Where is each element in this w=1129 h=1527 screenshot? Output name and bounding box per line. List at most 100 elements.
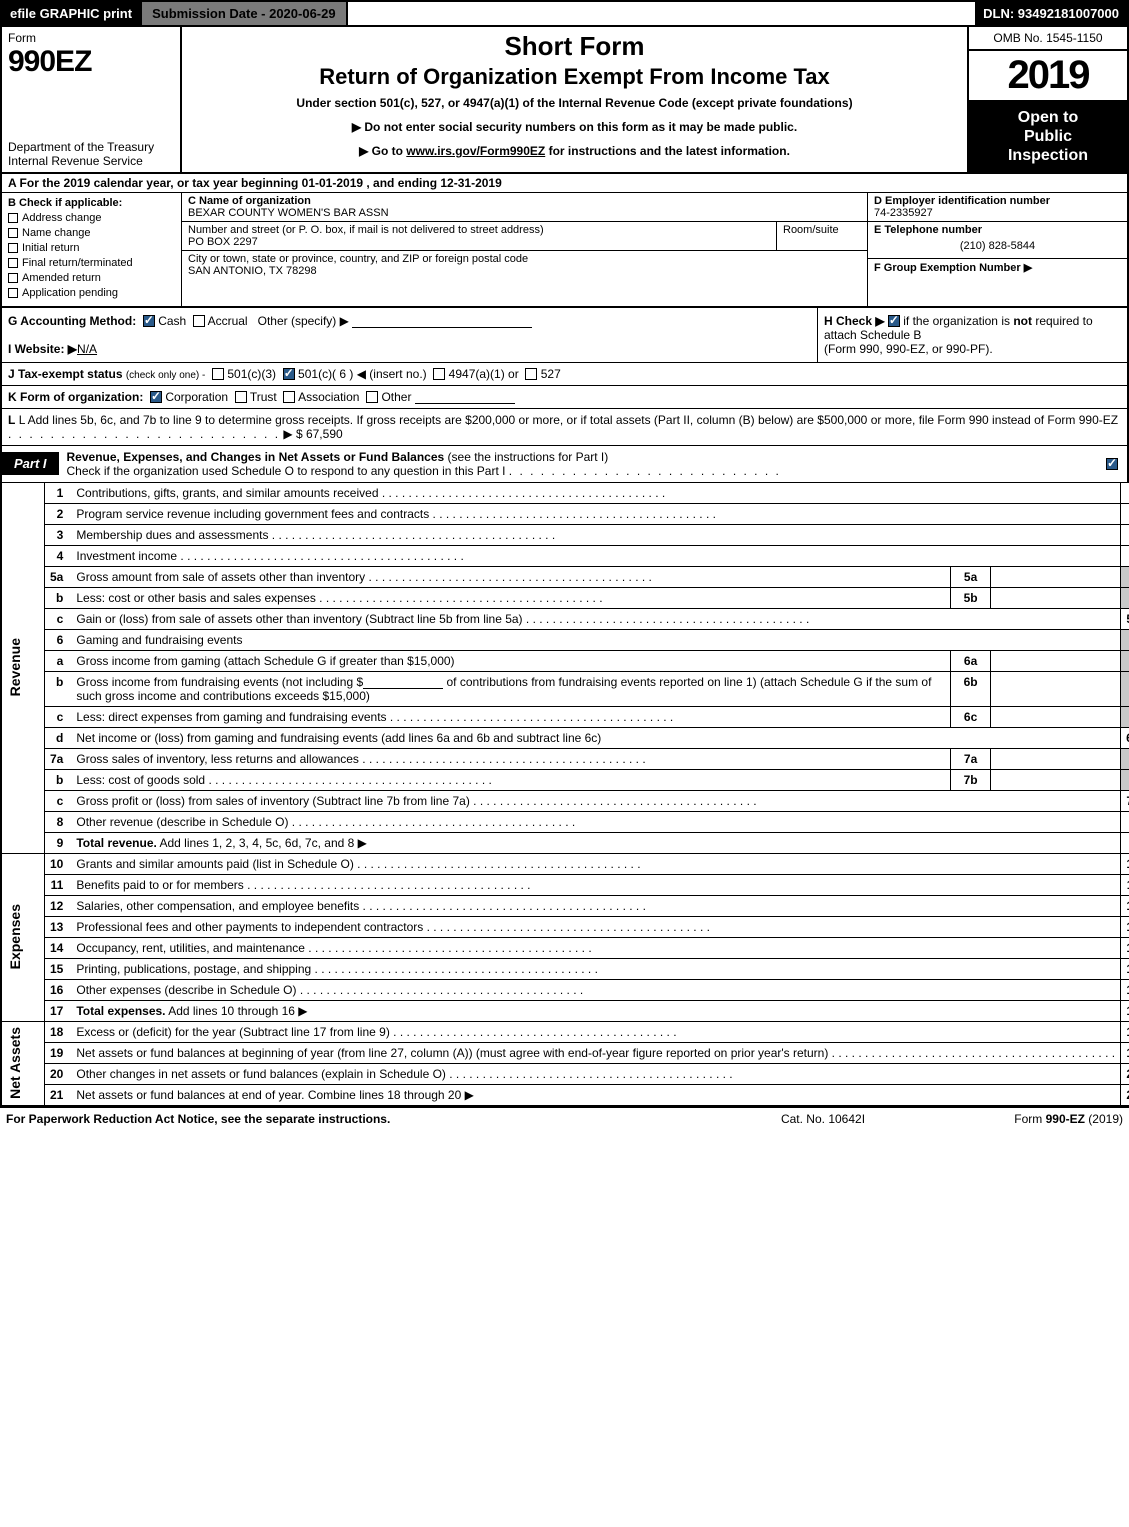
line-num: 16 [45, 979, 72, 1000]
line-num: 2 [45, 503, 72, 524]
j-527-checkbox[interactable] [525, 368, 537, 380]
line-6d: d Net income or (loss) from gaming and f… [1, 727, 1129, 748]
line-desc: Net income or (loss) from gaming and fun… [71, 727, 1120, 748]
form-number: 990EZ [8, 45, 174, 79]
line-17: 17 Total expenses. Add lines 10 through … [1, 1000, 1129, 1021]
header-right: OMB No. 1545-1150 2019 Open to Public In… [967, 27, 1127, 172]
row-l: L L Add lines 5b, 6c, and 7b to line 9 t… [0, 409, 1129, 446]
check-address-change[interactable]: Address change [8, 212, 175, 224]
section-b: B Check if applicable: Address change Na… [2, 193, 182, 306]
sub-val [991, 650, 1121, 671]
line-desc: Professional fees and other payments to … [71, 916, 1120, 937]
line-num: 15 [45, 958, 72, 979]
checkbox-icon [8, 228, 18, 238]
h-checkbox[interactable] [888, 315, 900, 327]
irs-link[interactable]: www.irs.gov/Form990EZ [406, 144, 545, 158]
line-desc: Printing, publications, postage, and shi… [71, 958, 1120, 979]
k-trust-checkbox[interactable] [235, 391, 247, 403]
j-4947-checkbox[interactable] [433, 368, 445, 380]
city-value: SAN ANTONIO, TX 78298 [188, 265, 317, 277]
sub-val [991, 706, 1121, 727]
org-name: BEXAR COUNTY WOMEN'S BAR ASSN [188, 207, 389, 219]
sub-val [991, 587, 1121, 608]
line-desc: Gain or (loss) from sale of assets other… [71, 608, 1120, 629]
line-7c: c Gross profit or (loss) from sales of i… [1, 790, 1129, 811]
line-num: c [45, 706, 72, 727]
efile-label[interactable]: efile GRAPHIC print [2, 2, 140, 25]
row-j: J Tax-exempt status (check only one) - 5… [0, 363, 1129, 386]
line-desc: Gaming and fundraising events [71, 629, 1120, 650]
city-cell: City or town, state or province, country… [182, 251, 867, 279]
row-g: G Accounting Method: Cash Accrual Other … [2, 308, 817, 362]
line-col: 11 [1121, 874, 1129, 895]
line-desc: Net assets or fund balances at end of ye… [71, 1084, 1120, 1106]
line-desc: Gross amount from sale of assets other t… [71, 566, 950, 587]
part1-header: Part I Revenue, Expenses, and Changes in… [0, 446, 1129, 483]
check-label: Application pending [22, 287, 118, 299]
accrual-checkbox[interactable] [193, 315, 205, 327]
l-amount: ▶ $ 67,590 [283, 427, 342, 441]
cash-checkbox[interactable] [143, 315, 155, 327]
street-label: Number and street (or P. O. box, if mail… [188, 224, 544, 236]
dots [8, 427, 280, 441]
sub-num: 7a [951, 748, 991, 769]
line-desc: Excess or (deficit) for the year (Subtra… [71, 1021, 1120, 1042]
open-line1: Open to [1018, 109, 1078, 126]
check-name-change[interactable]: Name change [8, 227, 175, 239]
line-num: 20 [45, 1063, 72, 1084]
check-final-return[interactable]: Final return/terminated [8, 257, 175, 269]
other-specify-input[interactable] [352, 314, 532, 328]
line-col: 20 [1121, 1063, 1129, 1084]
row-gh: G Accounting Method: Cash Accrual Other … [0, 308, 1129, 363]
sub-num: 6b [951, 671, 991, 706]
part1-title-note: (see the instructions for Part I) [444, 450, 608, 464]
section-c: C Name of organization BEXAR COUNTY WOME… [182, 193, 867, 306]
line-col-grey [1121, 671, 1129, 706]
k-assoc-checkbox[interactable] [283, 391, 295, 403]
line-col: 7c [1121, 790, 1129, 811]
k-corp-checkbox[interactable] [150, 391, 162, 403]
omb-number: OMB No. 1545-1150 [969, 27, 1127, 51]
check-application-pending[interactable]: Application pending [8, 287, 175, 299]
j-opt1: 501(c)(3) [227, 367, 276, 381]
ein-label: D Employer identification number [874, 195, 1050, 207]
line-col-grey [1121, 748, 1129, 769]
line-desc: Occupancy, rent, utilities, and maintena… [71, 937, 1120, 958]
line-7b: b Less: cost of goods sold 7b [1, 769, 1129, 790]
section-f: F Group Exemption Number ▶ [868, 259, 1127, 276]
check-label: Initial return [22, 242, 79, 254]
l17-bold: Total expenses. [76, 1004, 165, 1018]
check-amended-return[interactable]: Amended return [8, 272, 175, 284]
line-11: 11 Benefits paid to or for members 11 [1, 874, 1129, 895]
form-header: Form 990EZ Department of the Treasury In… [0, 27, 1129, 174]
l6b-blank[interactable] [363, 675, 443, 689]
l17-rest: Add lines 10 through 16 [166, 1004, 308, 1018]
line-5a: 5a Gross amount from sale of assets othe… [1, 566, 1129, 587]
footer-left: For Paperwork Reduction Act Notice, see … [6, 1112, 723, 1126]
line-desc: Less: cost or other basis and sales expe… [71, 587, 950, 608]
part1-check[interactable] [1097, 457, 1127, 471]
line-num: 5a [45, 566, 72, 587]
h-not: not [1013, 314, 1032, 328]
k-other-input[interactable] [415, 390, 515, 404]
sub-val [991, 769, 1121, 790]
other-label: Other (specify) ▶ [258, 314, 349, 328]
line-col: 16 [1121, 979, 1129, 1000]
line-num: c [45, 790, 72, 811]
j-501c3-checkbox[interactable] [212, 368, 224, 380]
website-value: N/A [77, 342, 97, 356]
k-other-checkbox[interactable] [366, 391, 378, 403]
line-num: d [45, 727, 72, 748]
under-section: Under section 501(c), 527, or 4947(a)(1)… [192, 96, 957, 110]
line-desc: Contributions, gifts, grants, and simila… [71, 483, 1120, 504]
line-num: 14 [45, 937, 72, 958]
j-501c-checkbox[interactable] [283, 368, 295, 380]
k-opt1: Corporation [165, 390, 228, 404]
org-name-cell: C Name of organization BEXAR COUNTY WOME… [182, 193, 867, 222]
tax-year: 2019 [969, 51, 1127, 102]
line-desc: Gross income from fundraising events (no… [71, 671, 950, 706]
footer-prefix: Form [1014, 1112, 1045, 1126]
l9-rest: Add lines 1, 2, 3, 4, 5c, 6d, 7c, and 8 [157, 836, 367, 850]
dots [509, 464, 781, 478]
check-initial-return[interactable]: Initial return [8, 242, 175, 254]
